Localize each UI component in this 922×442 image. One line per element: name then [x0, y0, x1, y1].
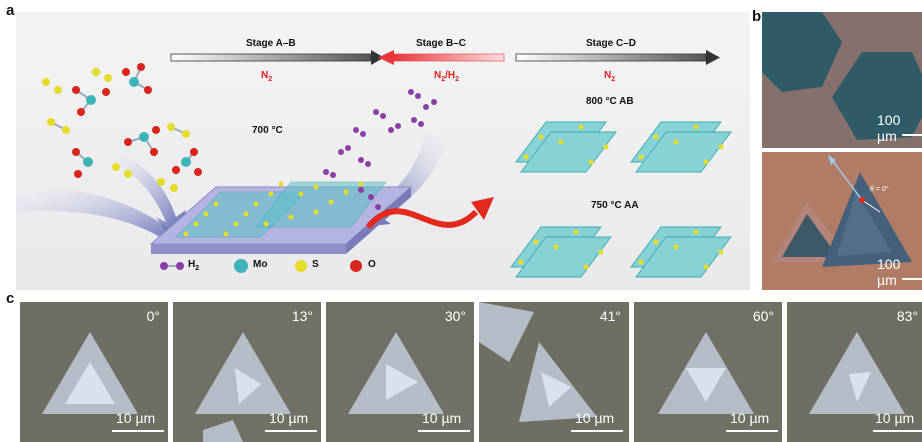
- twist-angle-0: 0°: [146, 308, 160, 324]
- stage-cd-label: Stage C–D: [586, 38, 637, 49]
- twist-image-83: 83° 10 µm: [787, 302, 922, 442]
- stage-ab-label: Stage A–B: [246, 38, 296, 49]
- sulfur-atoms-film: [183, 181, 364, 237]
- panel-label-b: b: [752, 8, 762, 25]
- scale-bar-c-60: [726, 430, 778, 432]
- stage-cd-gas: N2: [604, 70, 616, 83]
- transfer-arrow: [365, 197, 494, 229]
- stage-arrow-ab: [170, 50, 384, 65]
- scale-label-b-top: 100 µm: [877, 112, 901, 144]
- scale-label-c-83: 10 µm: [875, 410, 915, 426]
- growth-temperature: 700 °C: [252, 125, 283, 136]
- flake-pair-30: [348, 332, 444, 414]
- stage-arrow-cd: [515, 50, 720, 65]
- scale-label-c-30: 10 µm: [422, 410, 462, 426]
- legend-s-icon: [295, 260, 307, 272]
- theta-label: θ = 0°: [870, 186, 889, 193]
- micrograph-b-top: 100 µm: [762, 12, 922, 148]
- panel-label-c: c: [6, 290, 15, 307]
- micrograph-b-bottom: θ = 0° 100 µm: [762, 152, 922, 290]
- twist-image-60: 60° 10 µm: [634, 302, 782, 442]
- legend-mo-icon: [234, 259, 248, 273]
- twist-image-30: 30° 10 µm: [326, 302, 474, 442]
- legend-o-label: O: [368, 259, 376, 270]
- legend-mo-label: Mo: [253, 259, 268, 270]
- flake-pair-0: [42, 332, 138, 414]
- scale-bar-c-13: [265, 430, 317, 432]
- legend-s-label: S: [312, 259, 319, 270]
- twist-image-0: 0° 10 µm: [20, 302, 168, 442]
- bilayer-stacks: [510, 121, 732, 278]
- schematic-drawing: [16, 50, 732, 278]
- legend-h2-icon: [160, 262, 168, 270]
- twist-angle-13: 13°: [291, 308, 313, 324]
- twist-angle-30: 30°: [444, 308, 466, 324]
- ab-stacking-temperature: 800 °C AB: [586, 96, 634, 107]
- scale-bar-b-bottom: [902, 278, 922, 280]
- scale-label-c-41: 10 µm: [575, 410, 615, 426]
- flake-pair-13: [195, 332, 291, 442]
- stage-arrow-bc: [378, 50, 505, 65]
- mos2-film: [175, 181, 387, 238]
- stage-bc-gas: N2/H2: [434, 70, 460, 83]
- scale-label-c-0: 10 µm: [116, 410, 156, 426]
- legend-glyphs: [160, 259, 362, 273]
- twist-angle-41: 41°: [599, 308, 621, 324]
- precursor-molecules: [42, 63, 202, 192]
- scale-label-c-13: 10 µm: [269, 410, 309, 426]
- flake-pair-41: [479, 302, 597, 422]
- precursor-flow-top: [111, 152, 186, 247]
- scale-bar-c-83: [873, 430, 922, 432]
- scale-bar-b-top: [902, 134, 922, 136]
- scale-label-c-60: 10 µm: [730, 410, 770, 426]
- growth-schematic: Stage A–B Stage B–C Stage C–D N2 N2/H2 N…: [16, 12, 750, 290]
- legend-h2-label: H2: [188, 259, 200, 272]
- stage-bc-label: Stage B–C: [416, 38, 467, 49]
- aa-stacking-temperature: 750 °C AA: [591, 200, 639, 211]
- theta-marker: [859, 197, 865, 203]
- scale-bar-c-0: [112, 430, 164, 432]
- twist-image-41: 41° 10 µm: [479, 302, 629, 442]
- legend-o-icon: [350, 260, 362, 272]
- flake-pair-83: [809, 332, 905, 414]
- stage-ab-gas: N2: [261, 70, 273, 83]
- hexagonal-flakes: [762, 12, 922, 140]
- twist-image-13: 13° 10 µm: [173, 302, 321, 442]
- triangular-flakes: [772, 155, 912, 267]
- scale-label-b-bottom: 100 µm: [877, 256, 901, 288]
- twist-angle-60: 60°: [752, 308, 774, 324]
- scale-bar-c-41: [571, 430, 623, 432]
- twist-angle-83: 83°: [896, 308, 918, 324]
- panel-label-a: a: [6, 2, 15, 19]
- precursor-flow-left: [16, 188, 194, 252]
- flake-pair-60: [658, 332, 754, 414]
- scale-bar-c-30: [418, 430, 470, 432]
